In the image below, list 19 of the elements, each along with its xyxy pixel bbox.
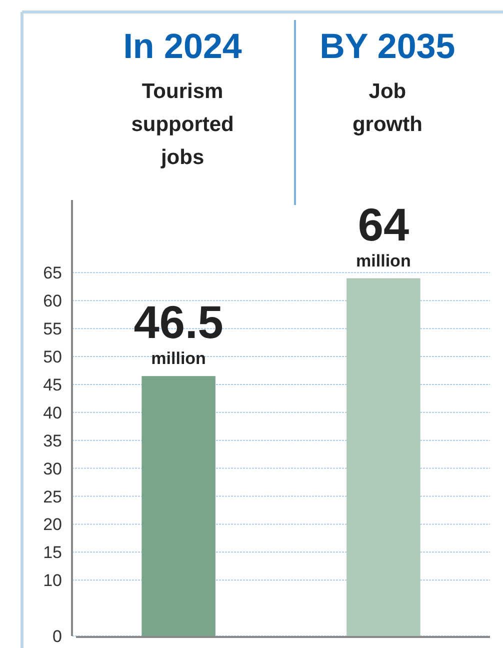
y-tick-label: 20 (43, 515, 62, 534)
text: Job growth (352, 80, 422, 136)
x-tick-label: In 2024 (123, 27, 242, 66)
y-tick-label: 40 (43, 403, 62, 422)
y-tick-label: 0 (52, 627, 62, 646)
y-tick-label: 55 (43, 320, 62, 339)
y-tick-label: 65 (43, 264, 62, 283)
data-label: 46.5 million (134, 296, 224, 368)
y-tick-label: 10 (43, 571, 62, 590)
y-tick-label: 35 (43, 431, 62, 450)
x-tick-label: BY 2035 (320, 27, 456, 66)
y-tick-label: 50 (43, 348, 62, 367)
text: Tourism supported jobs (131, 80, 234, 169)
y-tick-label: 25 (43, 487, 62, 506)
y-tick-label: 45 (43, 375, 62, 394)
y-tick-label: 30 (43, 459, 62, 478)
data-label: 64 million (356, 198, 411, 270)
y-tick-label: 15 (43, 543, 62, 562)
y-tick-label: 60 (43, 292, 62, 311)
